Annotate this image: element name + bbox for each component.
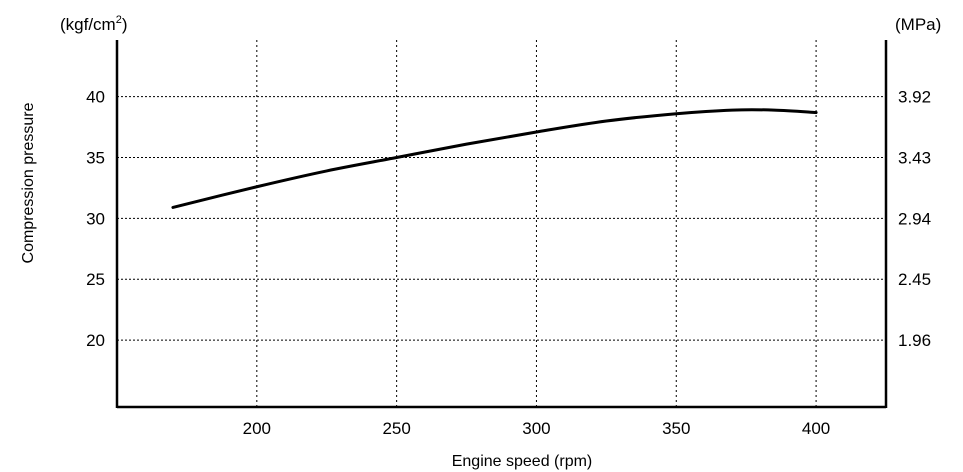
x-tick-label: 400 [802,419,830,438]
y-unit-right: (MPa) [895,15,941,34]
y-unit-left: (kgf/cm2) [60,14,128,34]
series-lines [171,108,818,209]
y-tick-label-right: 3.92 [898,88,931,107]
y-tick-label-left: 25 [86,270,105,289]
y-tick-label-left: 40 [86,88,105,107]
x-tick-label: 250 [382,419,410,438]
y-tick-label-right: 1.96 [898,331,931,350]
x-tick-label: 350 [662,419,690,438]
tick-labels: 200 250 300 350 400 40 3.92 35 3.43 30 2.94 25 2.45 2… [86,88,931,438]
y-tick-label-left: 30 [86,209,105,228]
grid-lines [117,40,886,407]
y-tick-label-right: 2.45 [898,270,931,289]
x-axis-label: Engine speed (rpm) [452,453,593,470]
x-tick-label: 200 [243,419,271,438]
compression-pressure-line [171,108,818,209]
x-tick-label: 300 [522,419,550,438]
axes [115,40,888,409]
y-tick-label-left: 20 [86,331,105,350]
y-tick-label-right: 2.94 [898,209,931,228]
y-tick-label-right: 3.43 [898,149,931,168]
y-tick-label-left: 35 [86,149,105,168]
y-axis-label: Compression pressure [20,102,37,263]
